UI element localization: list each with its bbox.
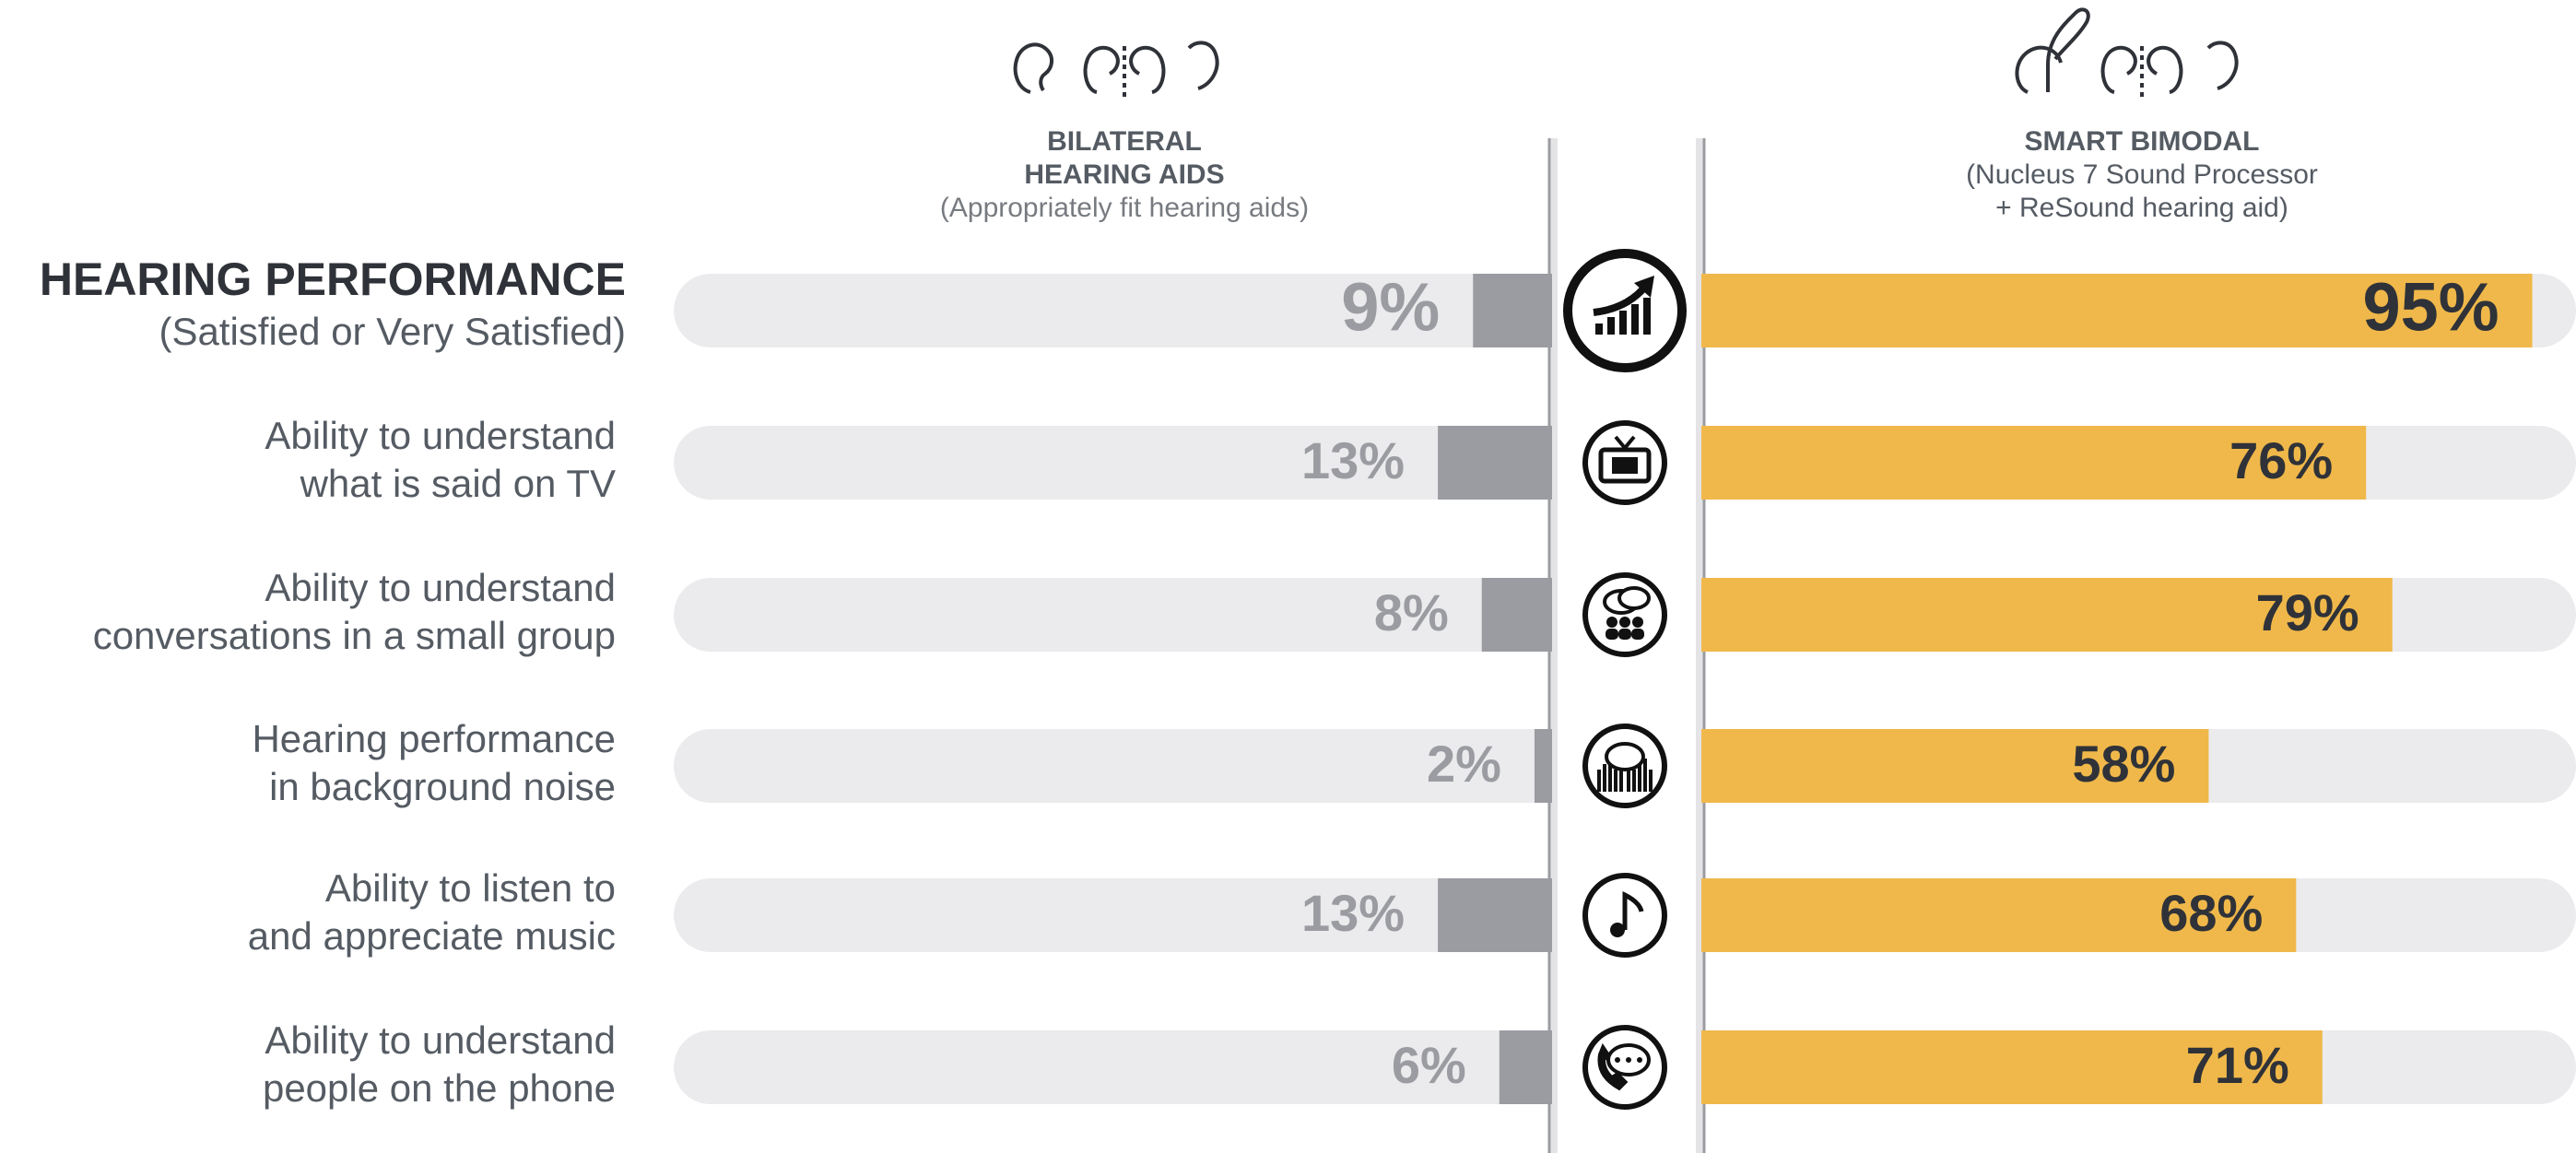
category-label: people on the phone [263,1066,616,1110]
category-label: Ability to understand [265,566,616,609]
legend-note: + ReSound hearing aid) [1911,192,2372,225]
value-label: 76% [2229,431,2333,489]
icon-part [1618,629,1631,640]
value-label: 13% [1301,884,1405,942]
icon-part [1649,770,1653,792]
icon-part [1615,1057,1620,1063]
bar [1482,578,1552,652]
icon-part [1614,770,1617,792]
bar [1438,426,1552,500]
icon-part [1631,304,1639,335]
bar [1438,878,1552,952]
bar [1473,274,1552,347]
icon-part [1638,764,1641,792]
value-label: 9% [1341,269,1440,346]
category-label: Ability to understand [265,414,616,457]
value-label: 13% [1301,431,1405,489]
icon-part [1606,629,1618,640]
category-label: Ability to understand [265,1018,616,1062]
icon-part [1619,617,1630,628]
category-label: in background noise [269,765,616,808]
icon-part [1637,1057,1642,1063]
category-label: what is said on TV [300,462,616,505]
value-label: 58% [2072,735,2175,793]
value-label: 68% [2159,884,2263,942]
icon-part [1619,311,1627,335]
icon-part [1643,759,1647,792]
category-title: HEARING PERFORMANCE [40,253,626,305]
track [674,578,1589,652]
icon-ring [1585,575,1664,654]
right-header: SMART BIMODAL (Nucleus 7 Sound Processor… [1911,125,2372,225]
bar [1500,1030,1552,1104]
category-label: conversations in a small group [93,614,616,657]
icon-part [1595,324,1603,335]
icon-part [1631,629,1644,640]
value-label: 6% [1392,1036,1466,1094]
value-label: 71% [2186,1036,2289,1094]
legend-entry: SMART BIMODAL [1911,125,2372,159]
icon-part [1597,770,1601,792]
value-label: 95% [2362,269,2499,346]
page: {"chart_data": {"type": "butterfly-bar",… [0,0,2576,1153]
ear-icons [1016,9,2237,100]
bar [1535,729,1552,803]
icon-part [1626,1057,1631,1063]
icon-part [1603,764,1606,792]
bars: 9% 95% 13% 76% 8% 79% 2% 58% 13% 68% 6% 71% [1301,269,2533,1104]
value-label: 2% [1427,735,1501,793]
legend-note: (Appropriately fit hearing aids) [894,192,1355,225]
icon-part [1606,744,1643,770]
category-label: (Satisfied or Very Satisfied) [159,310,626,353]
category-label: and appreciate music [248,914,616,958]
icon-part [1607,317,1615,335]
track [674,274,1589,347]
value-label: 8% [1374,583,1449,641]
icon-part [1619,588,1649,608]
icon-part [1632,617,1643,628]
legend-note: (Nucleus 7 Sound Processor [1911,159,2372,192]
legend-entry: BILATERAL HEARING AIDS [1000,125,1249,192]
icon-part [1643,298,1651,335]
icon-part [1612,457,1638,474]
icon-part [1606,617,1617,628]
category-label: Hearing performance [252,717,616,760]
value-label: 79% [2256,583,2359,641]
category-label: Ability to listen to [325,866,616,910]
left-header: BILATERAL HEARING AIDS (Appropriately fi… [894,125,1355,225]
icon-part [1632,770,1636,792]
